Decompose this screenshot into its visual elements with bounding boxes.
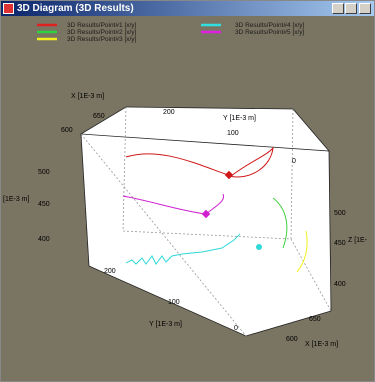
legend-label: 3D Results/Point#3 [x/y] — [67, 36, 137, 43]
axis-title: X [1E-3 m] — [305, 341, 338, 348]
legend-label: 3D Results/Point#5 [x/y] — [235, 29, 305, 36]
tick-label: 0 — [292, 158, 296, 165]
curve — [125, 146, 274, 178]
tick-label: 200 — [163, 109, 175, 116]
axis-labels: X [1E-3 m] 650 600 200 Y [1E-3 m] 100 0 … — [3, 93, 368, 348]
axis-title: Y [1E-3 m] — [223, 115, 256, 122]
window-title: 3D Diagram (3D Results) — [17, 3, 134, 14]
legend: 3D Results/Point#1 [x/y] 3D Results/Poin… — [37, 22, 305, 43]
title-bar: 3D Diagram (3D Results) — [1, 1, 374, 16]
window-icon — [3, 3, 14, 14]
axis-title: [1E-3 m] — [3, 196, 30, 203]
tick-label: 400 — [334, 281, 346, 288]
axis-title: Z [1E- — [348, 237, 368, 244]
tick-label: 500 — [334, 210, 346, 217]
tick-label: 650 — [93, 113, 105, 120]
tick-label: 200 — [104, 268, 116, 275]
diagram: 3D Results/Point#1 [x/y] 3D Results/Poin… — [3, 22, 368, 348]
maximize-button[interactable] — [345, 3, 357, 14]
curves — [122, 146, 308, 273]
point-marker — [256, 244, 262, 250]
curve — [296, 230, 308, 273]
tick-label: 0 — [234, 325, 238, 332]
close-button[interactable] — [359, 3, 371, 14]
tick-label: 400 — [38, 236, 50, 243]
tick-label: 650 — [309, 316, 321, 323]
tick-label: 100 — [168, 299, 180, 306]
tick-label: 600 — [286, 336, 298, 343]
curve — [125, 233, 241, 265]
axis-title: Y [1E-3 m] — [149, 321, 182, 328]
legend-label: 3D Results/Point#4 [x/y] — [235, 22, 305, 29]
axis-title: X [1E-3 m] — [71, 93, 104, 100]
plot-box — [79, 106, 332, 337]
tick-label: 450 — [38, 201, 50, 208]
legend-label: 3D Results/Point#1 [x/y] — [67, 22, 137, 29]
point-marker — [224, 170, 234, 180]
minimize-button[interactable] — [332, 3, 344, 14]
legend-label: 3D Results/Point#2 [x/y] — [67, 29, 137, 36]
tick-label: 500 — [38, 169, 50, 176]
tick-label: 100 — [227, 130, 239, 137]
tick-label: 450 — [334, 240, 346, 247]
point-marker — [201, 209, 211, 219]
curve — [272, 197, 288, 249]
tick-label: 600 — [61, 127, 73, 134]
